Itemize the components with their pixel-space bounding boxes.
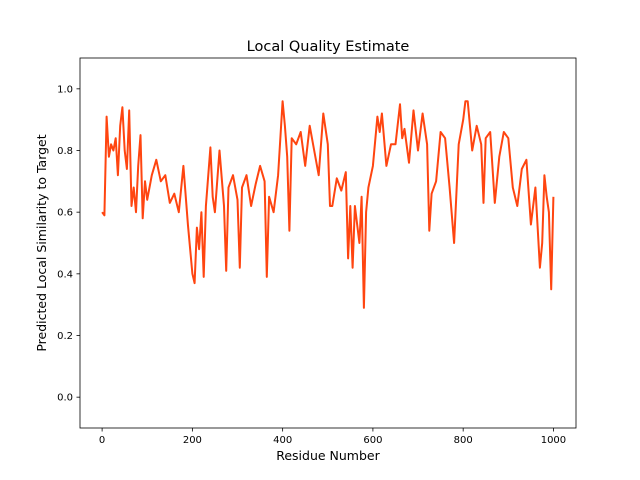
y-tick-label: 0.6 <box>57 208 73 219</box>
x-tick-label: 600 <box>363 435 382 446</box>
x-axis-label: Residue Number <box>276 448 380 463</box>
y-tick-label: 0.2 <box>57 331 73 342</box>
y-tick-label: 0.4 <box>57 269 73 280</box>
plot-frame <box>79 57 577 429</box>
y-tick-label: 1.0 <box>57 84 73 95</box>
x-tick-label: 0 <box>99 435 105 446</box>
x-tick-label: 200 <box>183 435 202 446</box>
y-axis-label: Predicted Local Similarity to Target <box>34 134 49 351</box>
y-tick-label: 0.8 <box>57 146 73 157</box>
y-tick-label: 0.0 <box>57 393 73 404</box>
x-tick-label: 1000 <box>541 435 566 446</box>
x-tick-label: 800 <box>454 435 473 446</box>
chart-title: Local Quality Estimate <box>247 39 410 55</box>
series-line <box>101 100 555 309</box>
x-tick-label: 400 <box>273 435 292 446</box>
